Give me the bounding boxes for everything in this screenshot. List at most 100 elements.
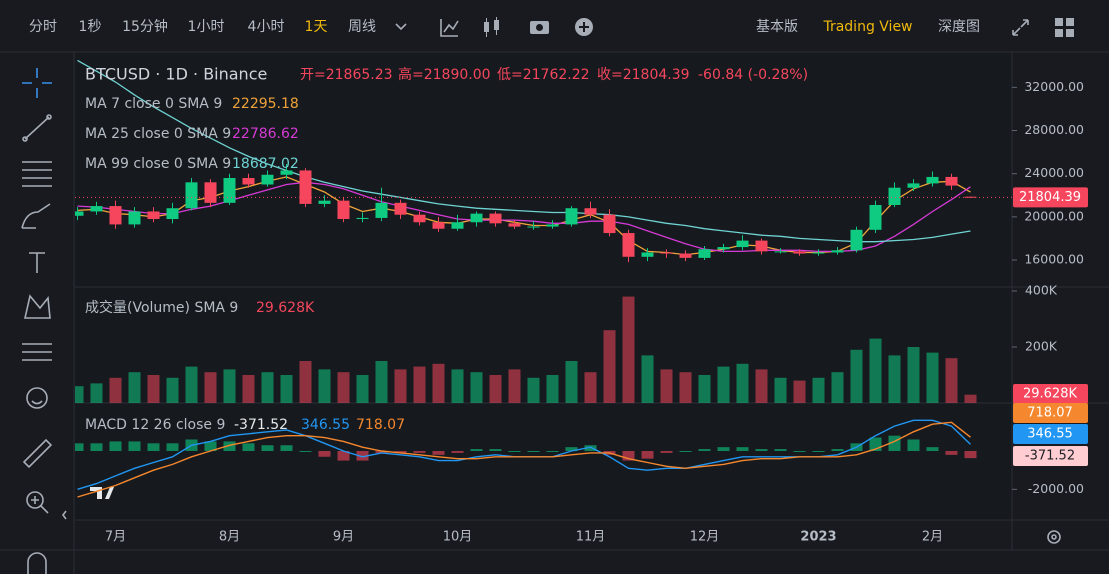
view-button[interactable]: Trading View — [822, 19, 912, 35]
candle-body — [698, 249, 711, 258]
layout-icon[interactable] — [1055, 18, 1074, 37]
candle-body — [793, 251, 806, 254]
candle-body — [90, 206, 103, 212]
volume-bar — [660, 369, 673, 403]
legend-value: 18687.02 — [232, 156, 299, 172]
brush-tool[interactable] — [21, 203, 51, 229]
volume-bar — [717, 366, 730, 403]
candle-body — [964, 196, 977, 198]
volume-tag: 29.628K — [1023, 387, 1077, 402]
macd-histogram-bar — [166, 443, 179, 451]
lines-tool[interactable] — [22, 161, 52, 187]
fullscreen-icon[interactable] — [1012, 19, 1029, 36]
ruler-tool[interactable] — [22, 438, 53, 469]
magnet-tool[interactable] — [27, 552, 47, 574]
chart-type-icon[interactable] — [484, 17, 499, 37]
interval-button[interactable]: 周线 — [348, 19, 376, 35]
volume-bar — [850, 349, 863, 403]
histogram-tag-bg — [1013, 446, 1088, 466]
macd-histogram-bar — [527, 451, 540, 452]
interval-button[interactable]: 1小时 — [188, 19, 225, 35]
volume-bar — [318, 369, 331, 403]
interval-button[interactable]: 1秒 — [79, 19, 102, 35]
trendline-tool[interactable] — [22, 114, 52, 142]
candle-body — [280, 170, 293, 175]
candle-body — [812, 252, 825, 254]
volume-bar — [185, 366, 198, 403]
macd-histogram-bar — [470, 449, 483, 451]
view-button[interactable]: 基本版 — [756, 18, 798, 35]
candle-body — [337, 200, 350, 220]
volume-bar — [413, 366, 426, 403]
y-tick-label: 28000.00 — [1024, 122, 1084, 137]
candle-body — [413, 214, 426, 223]
volume-bar — [356, 375, 369, 403]
prediction-tool[interactable] — [22, 343, 52, 361]
y-tick-label: 200K — [1025, 339, 1058, 354]
macd-histogram-bar — [299, 451, 312, 452]
macd-tag-bg — [1013, 424, 1088, 444]
y-tick-label: 20000.00 — [1024, 208, 1084, 223]
emoji-tool[interactable] — [26, 387, 48, 409]
volume-bar — [489, 375, 502, 403]
interval-button[interactable]: 15分钟 — [122, 18, 168, 35]
volume-bar — [432, 363, 445, 403]
x-tick-label: 11月 — [576, 530, 606, 545]
volume-bar — [755, 369, 768, 403]
interval-button[interactable]: 1天 — [305, 19, 328, 35]
x-tick-label: 10月 — [443, 530, 473, 545]
candle-body — [185, 182, 198, 209]
interval-button[interactable]: 分时 — [29, 19, 57, 35]
candle-body — [584, 208, 597, 215]
volume-bar — [451, 369, 464, 403]
candle-body — [204, 182, 217, 203]
macd-histogram-bar — [128, 441, 141, 451]
volume-bar — [945, 358, 958, 403]
candle-body — [508, 223, 521, 227]
volume-bar — [584, 372, 597, 403]
candle-body — [546, 224, 559, 227]
legend-value: 29.628K — [256, 300, 315, 316]
candle-body — [907, 183, 920, 188]
candle-body — [375, 202, 388, 218]
tradingview-logo — [90, 487, 114, 499]
more-intervals[interactable] — [395, 23, 407, 31]
y-tick-label: -2000.00 — [1028, 481, 1084, 496]
volume-bar — [812, 377, 825, 403]
macd-histogram-bar — [926, 447, 939, 451]
volume-bar — [75, 386, 84, 403]
add-icon[interactable] — [575, 18, 593, 36]
legend-name: 成交量(Volume) SMA 9 — [85, 299, 238, 316]
legend-name: MA 99 close 0 SMA 9 — [85, 156, 231, 172]
collapse-sidebar[interactable] — [62, 510, 67, 520]
macd-histogram-bar — [242, 443, 255, 451]
macd-tag: 346.55 — [1027, 427, 1073, 442]
candle-body — [75, 211, 84, 216]
volume-bar — [242, 375, 255, 403]
macd-histogram-bar — [394, 451, 407, 453]
interval-button[interactable]: 4小时 — [248, 19, 285, 35]
text-tool[interactable] — [29, 252, 45, 273]
ma-line — [77, 59, 971, 243]
screenshot-icon[interactable] — [530, 21, 549, 34]
settings-icon[interactable] — [1047, 530, 1061, 544]
volume-bar — [774, 377, 787, 403]
indicator-icon[interactable] — [440, 19, 459, 37]
macd-histogram-bar — [451, 451, 464, 453]
zoom-tool[interactable] — [26, 491, 49, 514]
view-button[interactable]: 深度图 — [938, 19, 980, 35]
candle-body — [603, 214, 616, 234]
crosshair-tool[interactable] — [22, 68, 52, 98]
pattern-tool[interactable] — [23, 294, 51, 319]
candle-body — [717, 247, 730, 250]
legend-name: MA 25 close 0 SMA 9 — [85, 126, 231, 142]
last-price-tag: 21804.39 — [1019, 190, 1081, 205]
volume-bar — [565, 361, 578, 403]
volume-bar — [280, 375, 293, 403]
macd-histogram-bar — [812, 451, 825, 452]
macd-histogram-bar — [356, 451, 369, 461]
y-tick-label: 400K — [1025, 283, 1058, 298]
legend-value: 346.55 — [301, 417, 350, 433]
macd-histogram-bar — [337, 451, 350, 461]
volume-bar — [793, 380, 806, 403]
